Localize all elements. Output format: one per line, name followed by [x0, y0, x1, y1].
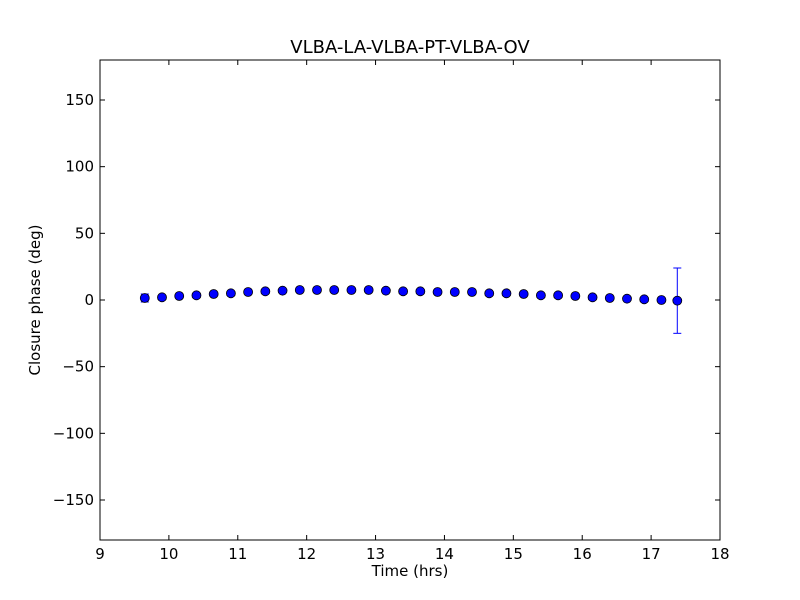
- data-point: [208, 289, 219, 299]
- x-axis: 9 10 11 12 13 14 15 16 17 18: [95, 60, 730, 563]
- x-tick-label: 17: [642, 545, 661, 563]
- data-point: [553, 290, 564, 301]
- data-point: [622, 293, 632, 304]
- y-tick-label: 100: [65, 158, 94, 176]
- data-point: [260, 286, 271, 297]
- x-axis-label: Time (hrs): [371, 562, 449, 580]
- data-point: [518, 289, 529, 299]
- data-points: [139, 267, 683, 334]
- data-point: [501, 288, 512, 299]
- x-tick-label: 10: [159, 545, 178, 563]
- x-tick-label: 14: [435, 545, 454, 563]
- x-tick-label: 9: [95, 545, 105, 563]
- data-point: [639, 294, 650, 305]
- data-point: [449, 287, 460, 297]
- y-tick-label: 0: [84, 291, 94, 309]
- data-point: [277, 285, 288, 296]
- x-tick-label: 18: [710, 545, 729, 563]
- data-point: [243, 287, 254, 297]
- data-point: [225, 288, 236, 299]
- data-point: [587, 292, 598, 303]
- data-point: [484, 288, 495, 299]
- data-point: [656, 295, 667, 305]
- y-tick-label: 150: [65, 91, 94, 109]
- y-axis: −150 −100 −50 0 50 100 150: [53, 91, 720, 509]
- x-tick-label: 16: [573, 545, 592, 563]
- data-point: [191, 290, 202, 301]
- x-tick-label: 12: [297, 545, 316, 563]
- data-point: [467, 287, 477, 297]
- y-tick-label: −150: [53, 491, 94, 509]
- data-point: [346, 285, 357, 295]
- data-point: [672, 295, 683, 306]
- data-point: [570, 291, 581, 301]
- plot-area: [99, 59, 721, 541]
- x-tick-label: 13: [366, 545, 385, 563]
- data-point: [174, 291, 185, 301]
- data-point: [415, 286, 426, 297]
- data-point: [329, 285, 340, 295]
- y-tick-label: −50: [62, 358, 94, 376]
- data-point: [535, 290, 546, 301]
- data-point: [139, 293, 150, 303]
- data-point: [604, 293, 615, 303]
- chart-title: VLBA-LA-VLBA-PT-VLBA-OV: [290, 37, 530, 58]
- x-tick-label: 15: [504, 545, 523, 563]
- x-tick-label: 11: [228, 545, 247, 563]
- y-axis-label: Closure phase (deg): [26, 225, 44, 376]
- data-point: [380, 285, 391, 296]
- data-point: [398, 286, 409, 297]
- data-point: [312, 285, 322, 295]
- y-tick-label: −100: [53, 424, 94, 442]
- data-point: [432, 287, 443, 297]
- y-tick-label: 50: [75, 224, 94, 242]
- data-point: [157, 292, 167, 303]
- data-point: [363, 285, 374, 295]
- data-point: [294, 285, 305, 295]
